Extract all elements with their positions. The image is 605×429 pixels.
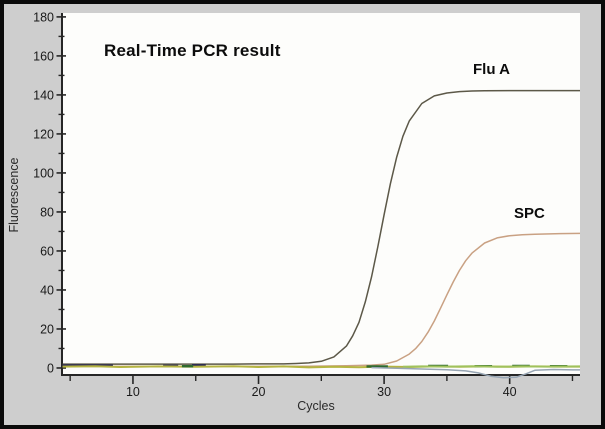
y-tick-label: 0	[47, 361, 54, 375]
y-tick-label: 160	[33, 49, 54, 63]
x-axis-label: Cycles	[297, 399, 335, 413]
x-tick-label: 40	[503, 385, 517, 399]
y-tick-label: 20	[40, 322, 54, 336]
y-tick-label: 180	[33, 10, 54, 24]
x-tick-label: 10	[126, 385, 140, 399]
y-tick-label: 80	[40, 205, 54, 219]
x-tick-label: 30	[377, 385, 391, 399]
series-baseline-control-light-green	[402, 365, 581, 368]
chart-title: Real-Time PCR result	[104, 41, 281, 60]
y-axis-label: Fluorescence	[7, 157, 21, 233]
flu-a-curve-label: Flu A	[473, 61, 510, 78]
y-tick-label: 140	[33, 88, 54, 102]
y-tick-label: 100	[33, 166, 54, 180]
y-tick-label: 120	[33, 127, 54, 141]
spc-curve-label: SPC	[514, 205, 545, 222]
series-baseline-control-gray-blue	[371, 366, 580, 379]
y-tick-label: 60	[40, 244, 54, 258]
plot-area	[62, 13, 580, 375]
y-tick-label: 40	[40, 283, 54, 297]
x-tick-label: 20	[252, 385, 266, 399]
